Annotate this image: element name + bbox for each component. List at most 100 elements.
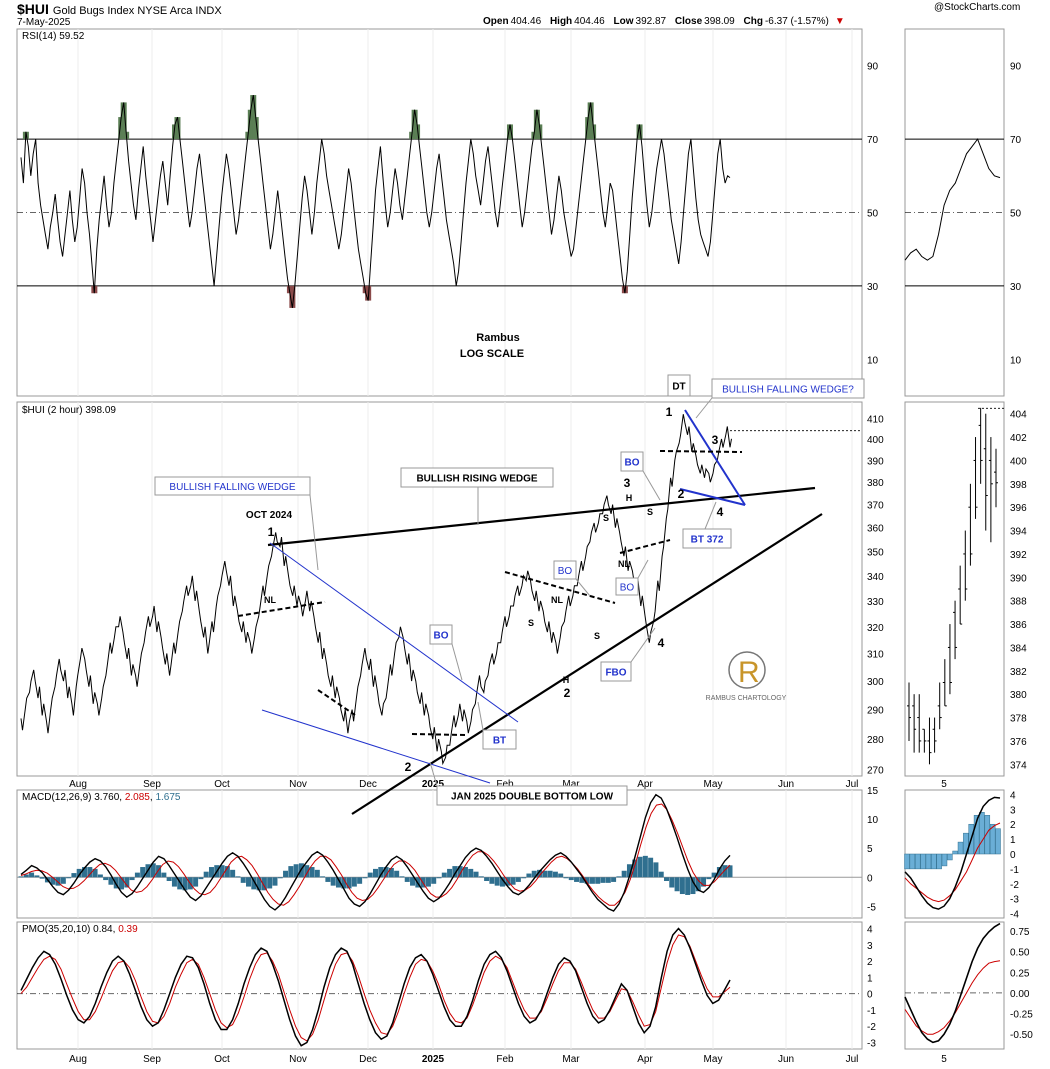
nl-label: NL — [264, 595, 276, 605]
macd-histogram-bar — [658, 871, 664, 878]
bo-label-3-box — [615, 577, 639, 596]
rsi-oversold-fill — [365, 285, 372, 301]
price-y-tick: 400 — [867, 435, 884, 446]
macd-histogram-bar — [166, 877, 172, 881]
macd-histogram-bar — [119, 877, 125, 890]
log-scale-label: LOG SCALE — [460, 348, 524, 360]
small-wedge-top-line — [684, 409, 746, 506]
shoulder-label: S — [528, 618, 534, 628]
zoom-macd-histogram-bar — [947, 853, 953, 861]
head-label: H — [626, 493, 633, 503]
macd-histogram-bar — [468, 868, 474, 878]
macd-histogram-bar — [304, 865, 310, 878]
macd-histogram-bar — [108, 877, 114, 885]
price-y-tick: 350 — [867, 547, 884, 558]
macd-histogram-bar — [600, 877, 606, 883]
macd-histogram-bar — [129, 877, 135, 881]
zoom-macd-y-tick: -2 — [1010, 880, 1019, 891]
x-tick-label: 2025 — [422, 779, 445, 790]
macd-histogram-bar — [182, 877, 188, 891]
rsi-overbought-fill — [590, 124, 597, 140]
falling-wedge-top-line — [269, 542, 519, 723]
macd-histogram-bar — [679, 877, 685, 895]
macd-histogram-bar — [589, 877, 595, 884]
zoom-macd-histogram-bar — [952, 850, 958, 855]
x-tick-label: Dec — [359, 1054, 377, 1065]
neckline-jan — [411, 733, 466, 736]
macd-histogram-bar — [272, 877, 278, 886]
pmo-y-tick: -2 — [867, 1022, 876, 1033]
zoom-macd-y-tick: -1 — [1010, 865, 1019, 876]
zoom-pmo-y-tick: -0.50 — [1010, 1030, 1033, 1041]
wave-label-2b: 2 — [564, 686, 571, 700]
chart-date: 7-May-2025 — [17, 17, 71, 28]
zoom-rsi-y-tick: 70 — [1010, 135, 1022, 146]
macd-histogram-bar — [314, 869, 320, 878]
macd-histogram-bar — [664, 877, 670, 881]
fbo-label: FBO — [605, 668, 626, 679]
price-y-tick: 310 — [867, 650, 884, 661]
zoom-price-y-tick: 390 — [1010, 573, 1027, 584]
zoom-rsi-y-tick: 50 — [1010, 209, 1022, 220]
macd-histogram-bar — [97, 874, 103, 878]
rsi-overbought-fill — [506, 124, 513, 140]
macd-y-tick: 10 — [867, 815, 879, 826]
zoom-pmo-y-tick: -0.25 — [1010, 1010, 1033, 1021]
zoom-macd-y-tick: 2 — [1010, 820, 1016, 831]
zoom-macd-histogram-bar — [925, 853, 932, 870]
macd-histogram-bar — [436, 877, 442, 879]
pmo-y-tick: -1 — [867, 1006, 876, 1017]
x-tick-label: Oct — [214, 1054, 230, 1065]
zoom-price-y-tick: 398 — [1010, 480, 1027, 491]
x-tick-label: 2025 — [422, 1054, 445, 1065]
macd-histogram-bar — [362, 877, 368, 879]
falling-wedge-callout: BULLISH FALLING WEDGE — [169, 482, 295, 493]
zoom-macd-y-tick: 3 — [1010, 805, 1016, 816]
macd-histogram-bar — [76, 868, 82, 878]
zoom-pmo-line — [904, 922, 1001, 1044]
macd-histogram-bar — [208, 867, 214, 878]
macd-histogram-bar — [177, 877, 183, 890]
neckline-apr — [659, 450, 743, 453]
bt372-callout: BT 372 — [691, 535, 724, 546]
macd-histogram-bar — [399, 876, 405, 878]
wave-label-1b: 1 — [666, 405, 673, 419]
zoom-macd-line — [904, 796, 1001, 910]
zoom-price-y-tick: 392 — [1010, 550, 1027, 561]
bt-label-box — [482, 729, 517, 750]
price-y-tick: 320 — [867, 623, 884, 634]
macd-histogram-bar — [695, 877, 701, 892]
macd-histogram-bar — [150, 863, 156, 878]
macd-histogram-bar — [267, 877, 273, 889]
macd-histogram-bar — [113, 877, 119, 889]
macd-histogram-bar — [103, 877, 109, 881]
down-arrow-icon: ▼ — [834, 16, 845, 27]
macd-histogram-bar — [690, 877, 696, 895]
x-tick-label: May — [704, 1054, 723, 1065]
macd-histogram-bar — [219, 865, 225, 878]
zoom-macd-histogram-bar — [995, 828, 1001, 855]
macd-histogram-bar — [66, 877, 72, 879]
oct-2024-label: OCT 2024 — [246, 510, 293, 521]
macd-histogram-bar — [547, 870, 553, 878]
bt372-callout-box — [682, 528, 732, 549]
macd-histogram-bar — [23, 874, 29, 878]
callout-pointer — [309, 494, 319, 571]
double-top-label: DT — [672, 382, 685, 393]
x-tick-label: Nov — [289, 1054, 307, 1065]
x-tick-label: Jul — [846, 1054, 859, 1065]
macd-y-tick: 5 — [867, 844, 873, 855]
rsi-y-tick: 70 — [867, 135, 879, 146]
callout-pointer — [637, 559, 649, 579]
macd-histogram-bar — [722, 865, 728, 878]
x-tick-label: Feb — [496, 779, 514, 790]
macd-histogram-bar — [616, 876, 622, 878]
zoom-macd-histogram-bar — [973, 815, 980, 855]
x-tick-label: Apr — [637, 1054, 653, 1065]
zoom-macd-histogram-bar — [909, 853, 916, 870]
macd-histogram-bar — [367, 872, 373, 878]
bt-label: BT — [493, 736, 506, 747]
macd-histogram-bar — [515, 877, 521, 882]
callout-pointer — [704, 501, 717, 530]
